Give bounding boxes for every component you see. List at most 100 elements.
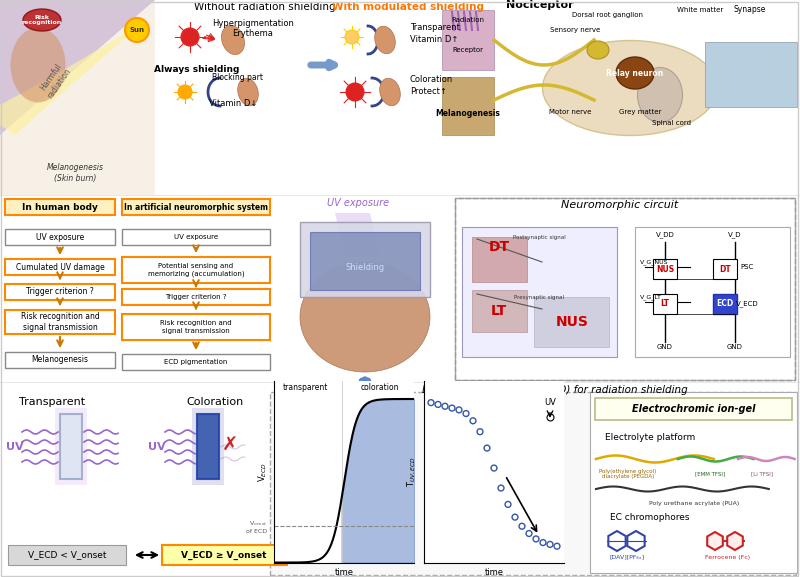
Text: NUS: NUS [555,315,589,329]
Ellipse shape [587,41,609,59]
Bar [60,414,82,479]
Bar [122,229,270,245]
Bar [162,545,287,565]
Bar [713,294,737,314]
Text: [Li TFSI]: [Li TFSI] [751,471,773,477]
Ellipse shape [616,57,654,89]
Polygon shape [707,532,722,550]
Text: Presynaptic signal: Presynaptic signal [514,294,564,299]
Text: LT: LT [491,304,507,318]
Point [438,402,451,411]
Text: V_G_NUS: V_G_NUS [640,259,669,265]
Text: UV exposure: UV exposure [327,198,389,208]
Bar [705,42,797,107]
Ellipse shape [300,262,430,372]
Text: Nociceptor: Nociceptor [506,0,574,10]
Ellipse shape [542,40,718,136]
Circle shape [125,18,149,42]
Point [432,400,445,409]
Text: V_ECD ≥ V_onset: V_ECD ≥ V_onset [182,550,266,560]
Bar [122,199,270,215]
Text: Grey matter: Grey matter [619,109,661,115]
Text: Melanogenesis: Melanogenesis [31,355,89,365]
Y-axis label: V$_{ECD}$: V$_{ECD}$ [256,462,269,482]
Text: In human body: In human body [22,203,98,212]
Text: Vitamin D↑: Vitamin D↑ [410,35,458,43]
Point [459,409,472,418]
Text: NUS: NUS [656,264,674,273]
Point [515,522,528,531]
Bar [122,354,270,370]
Text: DT: DT [489,240,510,254]
Text: Trigger criterion ?: Trigger criterion ? [165,294,227,300]
Text: Sun: Sun [130,27,145,33]
Polygon shape [727,532,742,550]
Text: Risk
recognition: Risk recognition [22,14,62,25]
Text: Synapse: Synapse [734,6,766,14]
Text: PSC: PSC [740,264,754,270]
Text: V_ECD < V_onset: V_ECD < V_onset [28,550,106,560]
Bar [442,10,494,70]
Text: Neuromorphic circuit: Neuromorphic circuit [562,200,678,210]
Text: Risk recognition and
signal transmission: Risk recognition and signal transmission [21,312,99,332]
Y-axis label: T$_{UV, ECD}$: T$_{UV, ECD}$ [406,456,418,487]
Bar [713,259,737,279]
Text: Motor nerve: Motor nerve [549,109,591,115]
Text: Melanogenesis: Melanogenesis [435,108,501,118]
Point [544,540,557,549]
Bar [122,289,270,305]
Point [537,538,550,547]
Bar [534,297,609,347]
Text: LT: LT [661,299,670,309]
Text: Always shielding: Always shielding [154,66,240,74]
Ellipse shape [380,78,400,106]
Polygon shape [0,25,140,135]
Circle shape [345,30,359,44]
Point [494,484,507,493]
Point [474,427,486,436]
Bar [5,310,115,334]
Text: Shielding: Shielding [346,263,385,272]
Bar [455,198,795,380]
Text: With modulated shielding: With modulated shielding [332,2,484,12]
Text: Risk recognition and
signal transmission: Risk recognition and signal transmission [160,320,232,334]
Ellipse shape [638,68,682,122]
Point [481,444,494,453]
Point [509,512,522,522]
Point [550,542,563,551]
Point [502,500,514,509]
Bar [197,414,219,479]
Bar [192,408,224,485]
Circle shape [346,83,364,101]
Text: Poly urethane acrylate (PUA): Poly urethane acrylate (PUA) [649,500,739,505]
Circle shape [181,28,199,46]
Text: Ferrocene (Fc): Ferrocene (Fc) [706,554,750,560]
Text: Sensory nerve: Sensory nerve [550,27,600,33]
Text: EC chromophores: EC chromophores [610,512,690,522]
Polygon shape [335,213,380,257]
Text: Electrochromic ion-gel: Electrochromic ion-gel [632,404,756,414]
Point [522,529,535,538]
Bar [310,232,420,290]
Ellipse shape [374,26,395,54]
Text: Spinal cord: Spinal cord [653,120,691,126]
Text: V_G_LT: V_G_LT [640,294,662,300]
Text: Transparent: Transparent [410,23,460,32]
Text: V$_{onset}$
of ECD: V$_{onset}$ of ECD [246,519,267,534]
Text: UV: UV [6,442,24,452]
Bar [462,227,617,357]
Ellipse shape [10,28,66,103]
Text: [DAV][PF₆ₓ]: [DAV][PF₆ₓ] [610,554,645,560]
Bar [5,259,115,275]
Text: Trigger criterion ?: Trigger criterion ? [26,287,94,297]
Text: Cumulated UV damage: Cumulated UV damage [16,263,104,272]
Bar [5,199,115,215]
Circle shape [178,85,192,99]
Text: V_DD: V_DD [656,231,674,238]
Text: Transparent: Transparent [19,397,85,407]
Bar [653,294,677,314]
Text: Dorsal root ganglion: Dorsal root ganglion [573,12,643,18]
Text: Hyperpigmentation: Hyperpigmentation [212,18,294,28]
X-axis label: time: time [485,568,503,577]
Text: Blocking part: Blocking part [211,73,262,81]
